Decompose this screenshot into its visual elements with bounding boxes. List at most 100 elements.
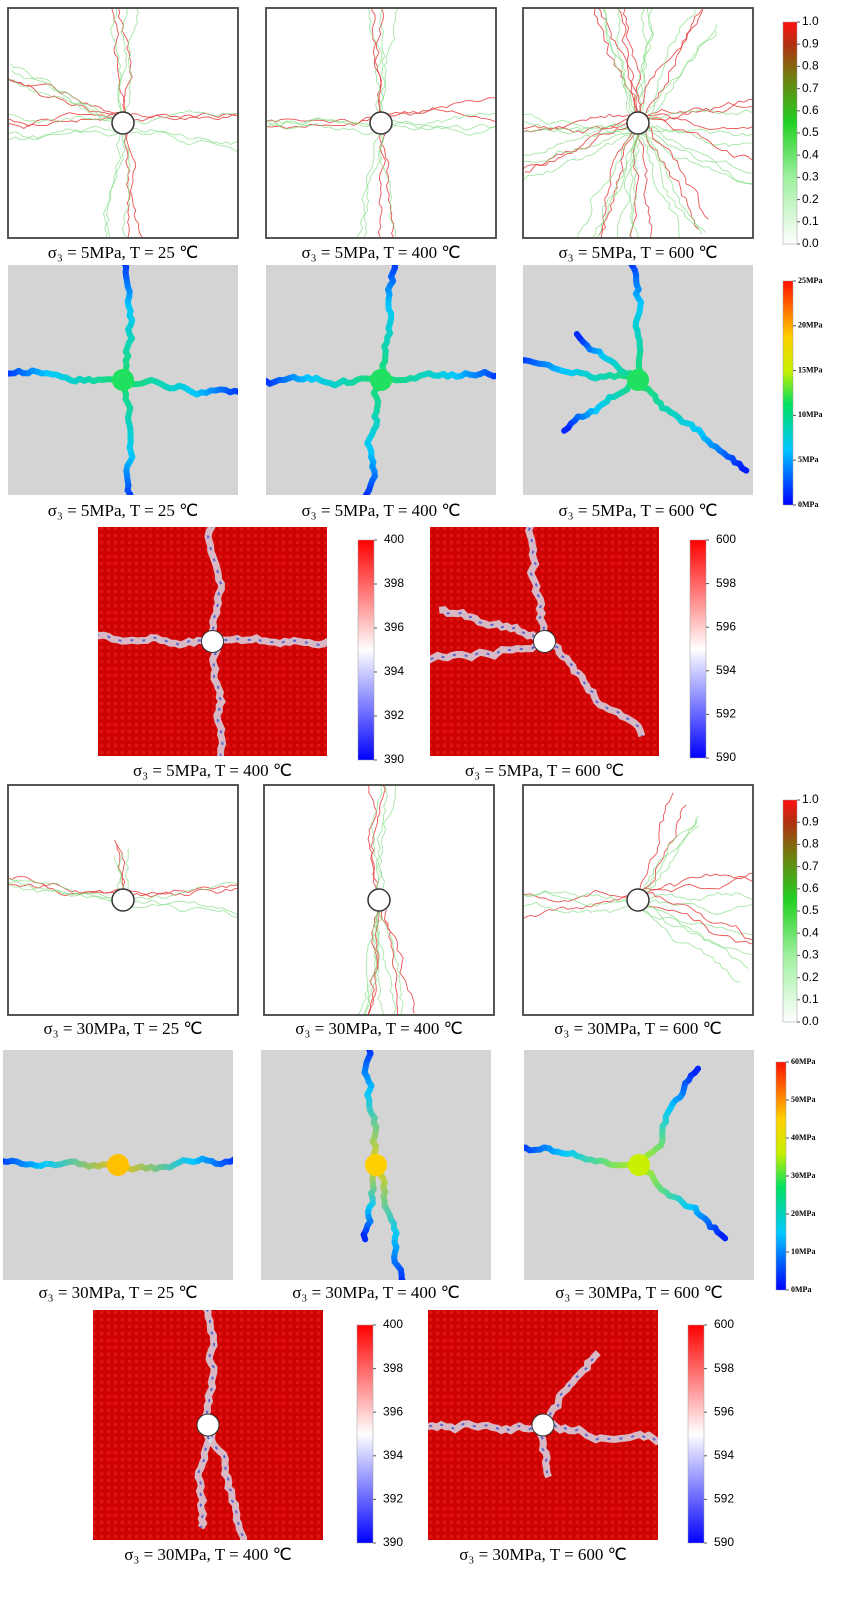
crack [637,114,709,220]
crack-segment [511,1145,516,1147]
crack-segment [266,377,269,384]
colorbar-label: 0.5 [802,903,819,917]
colorbar [782,280,794,506]
crack [266,117,382,128]
crack [370,785,385,901]
colorbar-label: 10MPa [798,410,822,419]
colorbar [356,1324,374,1544]
crack [11,70,124,132]
crack-segment [367,1039,369,1044]
colorbar-label: 392 [383,1492,403,1506]
crack [8,882,124,903]
colorbar-label: 398 [384,576,404,590]
crack-segment [738,465,750,474]
panel-content [430,527,659,756]
panel-content [523,8,753,238]
crack-segment [244,395,248,397]
colorbar-label: 400 [384,532,404,546]
crack [10,63,124,124]
borehole [367,888,391,912]
crack [637,128,753,137]
crack [631,122,641,238]
crack [541,1419,658,1445]
colorbar-label: 0.4 [802,925,819,939]
panel [98,527,327,756]
crack [122,126,238,145]
borehole [111,888,135,912]
colorbar-label: 25MPa [798,276,822,285]
crack [603,8,639,128]
colorbar [775,1061,787,1291]
colorbar-label: 592 [714,1492,734,1506]
crack [438,606,547,645]
colorbar-label: 0.6 [802,881,819,895]
crack [121,122,131,238]
crack [8,875,124,897]
crack [380,97,496,120]
crack [378,895,399,1015]
crack-segment [523,357,528,364]
borehole [531,1413,555,1437]
colorbar-label: 1.0 [802,792,819,806]
borehole [111,111,135,135]
colorbar [357,539,375,761]
borehole [626,111,650,135]
colorbar-label: 0.2 [802,192,819,206]
crack-segment [515,361,520,363]
panel [3,1050,233,1280]
crack [577,126,639,238]
caption: σ₃ = 30MPa, T = 400 ℃ [292,1283,460,1302]
colorbar-label: 396 [383,1404,403,1418]
crack [637,891,753,941]
colorbar-label: 0.3 [802,170,819,184]
crack [523,113,639,135]
caption: σ₃ = 30MPa, T = 600 ℃ [459,1545,627,1564]
crack [378,899,404,1015]
caption: σ₃ = 5MPa, T = 400 ℃ [133,761,292,780]
panel-content [523,785,753,1015]
crack [117,8,133,120]
crack [591,130,639,238]
crack [523,113,639,130]
colorbar-label: 594 [714,1448,734,1462]
crack [363,899,382,1015]
crack [428,1420,545,1435]
crack-segment [360,1231,369,1243]
panel [93,1310,323,1540]
colorbar-label: 0.1 [802,992,819,1006]
crack [378,122,397,238]
crack [636,8,655,132]
crack [122,113,238,122]
panel-content [428,1310,658,1540]
colorbar-label: 20MPa [791,1209,815,1218]
crack [602,8,639,124]
crack [637,891,753,902]
panel [263,784,495,1016]
borehole [626,888,650,912]
crack [637,130,680,238]
crack [266,119,382,136]
crack [637,899,753,915]
crack [122,129,238,153]
colorbar-label: 20MPa [798,321,822,330]
crack [194,1423,213,1530]
panel [265,7,497,239]
crack [617,8,639,120]
colorbar-label: 598 [716,576,736,590]
colorbar-label: 596 [716,619,736,633]
crack [8,880,124,905]
crack [202,1310,218,1427]
crack [379,8,387,128]
panel-content [3,1050,233,1280]
crack [637,895,753,945]
caption: σ₃ = 5MPa, T = 600 ℃ [465,761,624,780]
panel [7,7,239,239]
crack [616,8,639,132]
colorbar-label: 30MPa [791,1171,815,1180]
crack [266,117,382,128]
crack-segment [510,361,515,363]
crack [122,899,238,916]
colorbar-label: 0MPa [798,500,818,509]
